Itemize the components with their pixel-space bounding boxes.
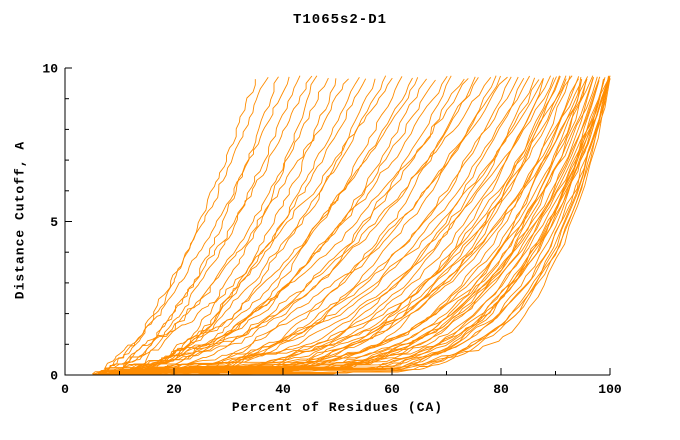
model-curve: [97, 75, 313, 375]
model-curve: [99, 78, 583, 374]
model-curve: [130, 77, 525, 373]
model-curve: [102, 76, 279, 374]
model-curve: [108, 75, 301, 375]
model-curve: [108, 75, 560, 374]
model-curve: [130, 75, 573, 375]
model-curve: [115, 75, 387, 373]
y-tick-label: 10: [42, 62, 58, 77]
x-tick-label: 20: [166, 382, 182, 397]
model-curve: [114, 75, 611, 375]
x-tick-label: 80: [493, 382, 509, 397]
model-curve: [103, 75, 611, 375]
model-curve: [103, 77, 555, 375]
model-curve: [130, 77, 419, 375]
x-axis-label: Percent of Residues (CA): [231, 400, 444, 415]
model-curve: [109, 78, 610, 375]
model-curve: [142, 78, 611, 375]
model-curve: [98, 76, 598, 375]
x-tick-label: 100: [598, 382, 622, 397]
model-curve: [93, 76, 290, 375]
model-curve: [109, 81, 582, 375]
x-tick-label: 40: [275, 382, 291, 397]
model-curve: [97, 78, 469, 374]
chart-title: T1065s2-D1: [292, 12, 387, 28]
model-curve: [98, 77, 393, 375]
model-curve: [108, 76, 594, 375]
model-curve: [119, 78, 465, 375]
model-curve: [135, 79, 611, 375]
model-curve: [93, 77, 610, 375]
model-curve: [97, 75, 609, 375]
model-curve: [103, 77, 492, 373]
model-curve: [97, 76, 512, 375]
model-curve: [147, 77, 610, 372]
y-tick-label: 0: [50, 369, 58, 384]
x-tick-label: 0: [61, 382, 69, 397]
axis-frame: [64, 68, 610, 376]
model-curve: [115, 75, 318, 375]
x-tick-label: 60: [384, 382, 400, 397]
model-curve: [113, 76, 610, 375]
model-curve: [113, 76, 519, 373]
model-curve: [119, 78, 611, 373]
model-curve: [119, 78, 337, 375]
y-tick-label: 5: [50, 215, 58, 230]
model-curve: [114, 76, 589, 375]
model-curve: [119, 76, 561, 373]
model-curve: [119, 75, 594, 375]
model-curve: [119, 76, 403, 373]
model-curve: [97, 77, 269, 373]
model-curve: [104, 77, 329, 372]
model-curve: [98, 78, 349, 375]
